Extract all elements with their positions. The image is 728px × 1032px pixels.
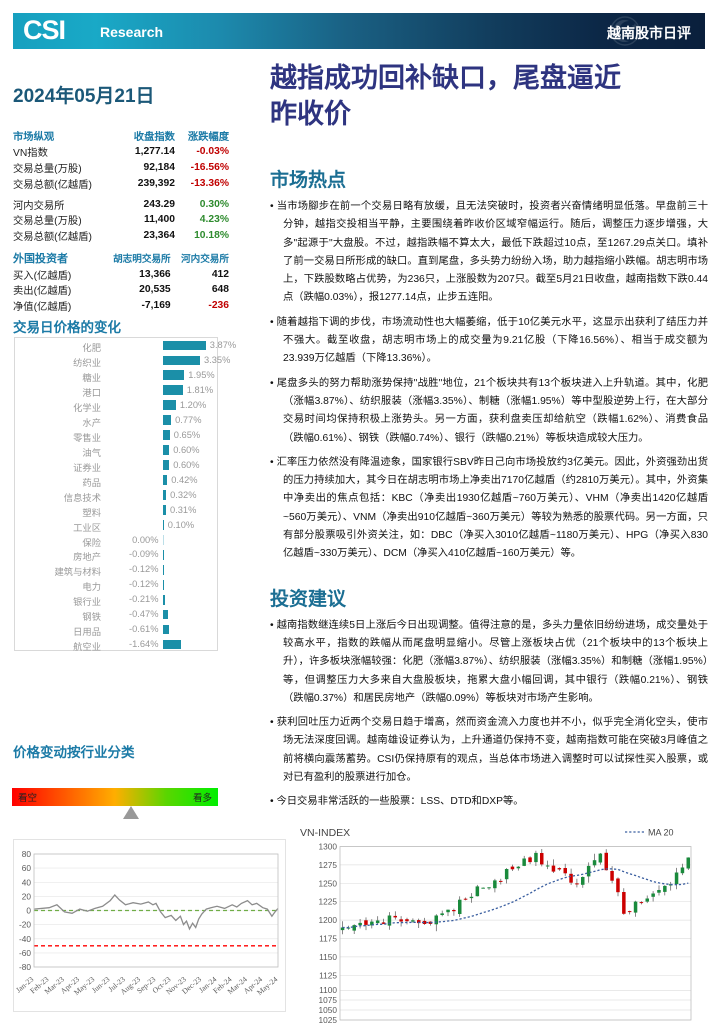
svg-text:1100: 1100: [319, 985, 337, 995]
svg-text:-80: -80: [19, 962, 31, 972]
svg-text:20: 20: [22, 891, 32, 901]
svg-text:-60: -60: [19, 948, 31, 958]
svg-text:1050: 1050: [319, 1005, 338, 1015]
svg-text:VN-INDEX: VN-INDEX: [300, 827, 350, 839]
svg-text:-40: -40: [19, 934, 31, 944]
svg-text:MA 20: MA 20: [648, 828, 674, 838]
svg-text:1150: 1150: [319, 952, 337, 962]
svg-text:0: 0: [26, 906, 31, 916]
svg-text:60: 60: [22, 863, 32, 873]
svg-text:-20: -20: [19, 920, 31, 930]
svg-text:1025: 1025: [319, 1015, 338, 1025]
svg-text:1225: 1225: [319, 897, 338, 907]
svg-text:80: 80: [22, 849, 32, 859]
svg-text:1200: 1200: [319, 915, 338, 925]
svg-text:1075: 1075: [319, 995, 338, 1005]
svg-text:1125: 1125: [319, 970, 337, 980]
svg-text:1175: 1175: [319, 934, 337, 944]
svg-text:1250: 1250: [319, 878, 338, 888]
svg-text:40: 40: [22, 877, 32, 887]
svg-text:1300: 1300: [319, 842, 338, 852]
svg-text:1275: 1275: [319, 860, 338, 870]
